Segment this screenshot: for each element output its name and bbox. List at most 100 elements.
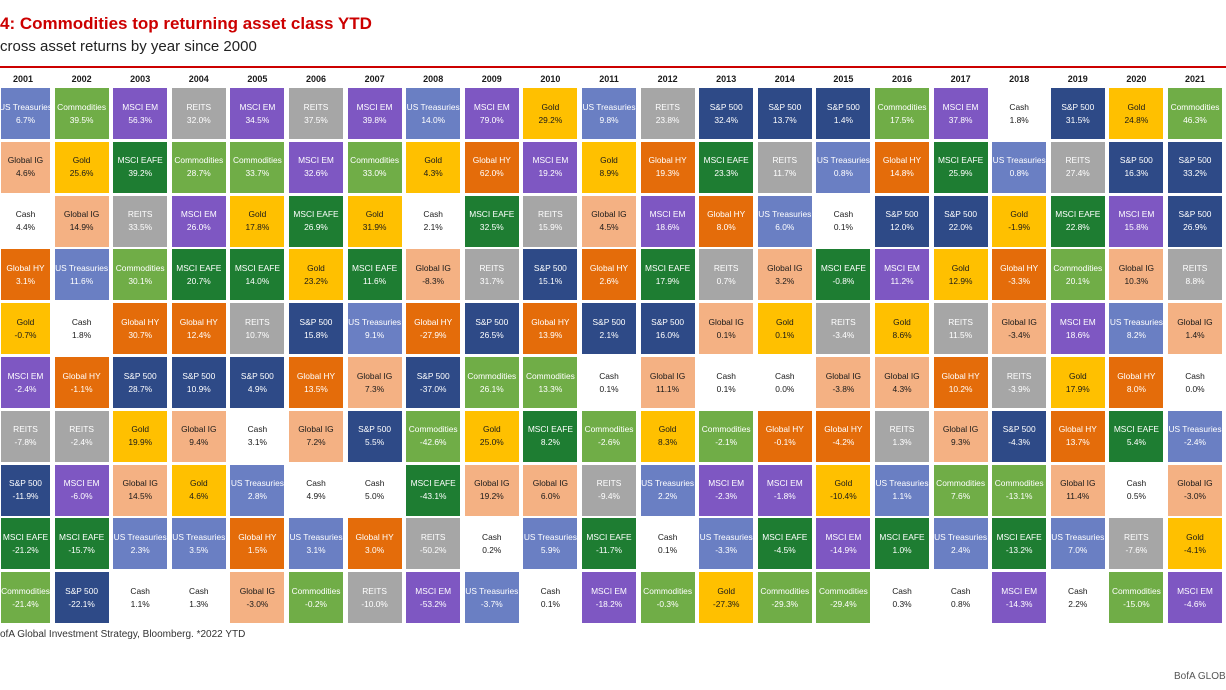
return-cell: Gold 12.9% xyxy=(932,248,989,302)
return-cell: REITS -3.4% xyxy=(815,302,872,356)
asset-label: Cash xyxy=(599,370,619,381)
return-value: 1.8% xyxy=(1009,114,1029,125)
return-cell: US Treasuries 5.9% xyxy=(522,517,579,571)
return-value: 14.0% xyxy=(421,114,446,125)
asset-label: Commodities xyxy=(115,262,165,273)
return-value: 32.6% xyxy=(304,168,328,179)
asset-label: REITS xyxy=(127,209,153,220)
return-cell: US Treasuries 0.8% xyxy=(991,140,1048,194)
return-value: 4.6% xyxy=(189,491,209,502)
asset-label: REITS xyxy=(1182,262,1208,273)
return-cell: S&P 500 12.0% xyxy=(874,194,930,248)
asset-label: Cash xyxy=(423,209,443,220)
asset-label: MSCI EAFE xyxy=(1055,209,1101,220)
return-cell: MSCI EM -53.2% xyxy=(405,571,462,625)
year-header: 2020 xyxy=(1126,74,1147,84)
return-cell: S&P 500 -4.3% xyxy=(991,409,1048,463)
return-cell: Gold -4.1% xyxy=(1167,517,1223,571)
return-cell: Global IG 7.2% xyxy=(288,409,344,463)
asset-label: Cash xyxy=(482,531,502,542)
return-cell: MSCI EM 18.6% xyxy=(1049,302,1106,356)
asset-label: REITS xyxy=(655,101,680,112)
return-value: 11.6% xyxy=(363,275,387,286)
asset-label: Cash xyxy=(306,478,326,489)
return-value: 13.7% xyxy=(772,114,797,125)
asset-label: Global HY xyxy=(882,155,922,166)
return-cell: Commodities 30.1% xyxy=(112,248,169,302)
return-cell: US Treasuries 0.8% xyxy=(815,140,872,194)
asset-label: Global IG xyxy=(532,478,569,489)
return-value: 23.3% xyxy=(714,168,739,179)
return-value: 0.1% xyxy=(658,544,678,555)
asset-label: US Treasuries xyxy=(465,585,519,596)
asset-label: US Treasuries xyxy=(699,531,753,542)
asset-label: Cash xyxy=(833,209,854,220)
return-cell: S&P 500 26.9% xyxy=(1167,194,1223,248)
return-cell: Global HY -0.1% xyxy=(756,409,813,463)
return-value: -3.0% xyxy=(1184,491,1206,502)
return-cell: US Treasuries 6.7% xyxy=(0,87,51,140)
return-value: 32.5% xyxy=(479,222,504,233)
return-cell: Commodities -0.3% xyxy=(639,571,696,625)
asset-label: Global IG xyxy=(415,262,451,273)
return-value: 3.5% xyxy=(189,544,209,555)
return-value: 25.0% xyxy=(479,437,504,448)
year-header: 2018 xyxy=(1009,74,1030,84)
return-cell: Global HY 19.3% xyxy=(639,140,696,194)
return-cell: US Treasuries 1.1% xyxy=(874,463,930,517)
asset-label: Gold xyxy=(16,316,35,327)
asset-label: Cash xyxy=(540,585,561,596)
asset-label: REITS xyxy=(713,262,739,273)
return-cell: US Treasuries 3.5% xyxy=(170,517,227,571)
asset-label: US Treasuries xyxy=(1109,316,1163,327)
asset-label: Gold xyxy=(72,155,91,166)
chart-title: 4: Commodities top returning asset class… xyxy=(0,14,372,33)
return-cell: MSCI EAFE 39.2% xyxy=(112,140,169,194)
return-value: -11.7% xyxy=(596,544,622,555)
asset-label: S&P 500 xyxy=(1178,155,1212,166)
return-value: -2.4% xyxy=(1184,437,1206,448)
asset-label: Gold xyxy=(658,424,677,435)
asset-label: Global IG xyxy=(356,370,393,381)
return-cell: MSCI EM 79.0% xyxy=(463,87,520,140)
asset-label: MSCI EAFE xyxy=(879,531,925,542)
asset-label: US Treasuries xyxy=(875,478,929,489)
asset-label: Global HY xyxy=(238,531,277,542)
asset-label: MSCI EAFE xyxy=(703,155,749,166)
return-cell: Global IG -3.0% xyxy=(229,571,286,625)
year-header: 2014 xyxy=(774,74,795,84)
return-cell: MSCI EM -14.9% xyxy=(815,517,872,571)
return-cell: Global HY 2.6% xyxy=(581,248,637,302)
return-value: -0.8% xyxy=(832,275,855,286)
asset-label: S&P 500 xyxy=(768,101,802,112)
asset-label: Global HY xyxy=(1000,262,1039,273)
year-header: 2010 xyxy=(540,74,561,84)
asset-label: Cash xyxy=(1009,101,1029,112)
return-cell: Cash 0.1% xyxy=(639,517,696,571)
asset-label: S&P 500 xyxy=(182,370,216,381)
return-value: 1.3% xyxy=(189,598,209,609)
return-value: 15.8% xyxy=(304,329,328,340)
asset-label: Global HY xyxy=(121,316,160,327)
return-cell: Global HY 13.5% xyxy=(288,356,344,409)
return-cell: Commodities -13.1% xyxy=(991,463,1048,517)
asset-label: MSCI EM xyxy=(7,370,44,381)
asset-label: Cash xyxy=(130,585,150,596)
return-cell: Commodities 26.1% xyxy=(463,356,520,409)
asset-label: US Treasuries xyxy=(992,155,1046,166)
return-cell: S&P 500 26.5% xyxy=(463,302,520,356)
return-cell: Commodities 39.5% xyxy=(53,87,110,140)
return-cell: REITS 27.4% xyxy=(1049,140,1106,194)
asset-label: S&P 500 xyxy=(65,585,99,596)
asset-label: Gold xyxy=(775,316,794,327)
asset-label: US Treasuries xyxy=(172,531,226,542)
return-cell: US Treasuries 9.1% xyxy=(346,302,403,356)
return-value: -15.7% xyxy=(68,544,95,555)
return-value: 8.8% xyxy=(1185,275,1205,286)
asset-label: S&P 500 xyxy=(240,370,274,381)
asset-label: Commodities xyxy=(174,155,224,166)
return-value: 31.9% xyxy=(362,222,387,233)
return-value: 33.0% xyxy=(362,168,387,179)
return-value: 33.7% xyxy=(245,168,270,179)
return-value: 8.3% xyxy=(658,437,678,448)
